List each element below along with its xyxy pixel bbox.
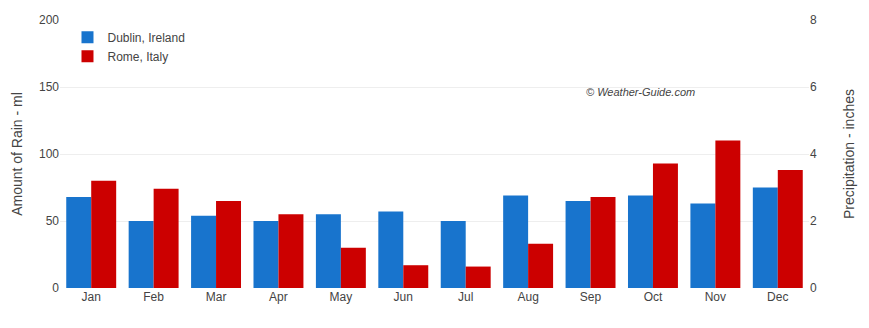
svg-text:6: 6 <box>810 80 817 94</box>
svg-text:Sep: Sep <box>580 290 602 304</box>
svg-text:0: 0 <box>52 281 59 295</box>
svg-text:4: 4 <box>810 147 817 161</box>
svg-text:150: 150 <box>39 80 59 94</box>
svg-text:Mar: Mar <box>206 290 227 304</box>
svg-text:Oct: Oct <box>644 290 663 304</box>
svg-text:Jul: Jul <box>458 290 473 304</box>
svg-text:© Weather-Guide.com: © Weather-Guide.com <box>586 86 695 98</box>
svg-text:Nov: Nov <box>705 290 726 304</box>
svg-text:0: 0 <box>810 281 817 295</box>
svg-text:Amount of Rain - ml: Amount of Rain - ml <box>9 92 25 216</box>
svg-text:Rome, Italy: Rome, Italy <box>107 50 168 64</box>
svg-text:2: 2 <box>810 214 817 228</box>
svg-text:Apr: Apr <box>269 290 288 304</box>
svg-text:May: May <box>330 290 353 304</box>
svg-text:100: 100 <box>39 147 59 161</box>
svg-text:50: 50 <box>46 214 60 228</box>
svg-text:Jan: Jan <box>82 290 101 304</box>
svg-text:Jun: Jun <box>394 290 413 304</box>
svg-text:200: 200 <box>39 13 59 27</box>
svg-text:Aug: Aug <box>517 290 538 304</box>
svg-text:Feb: Feb <box>143 290 164 304</box>
svg-text:Precipitation - inches: Precipitation - inches <box>841 89 857 219</box>
svg-text:8: 8 <box>810 13 817 27</box>
svg-text:Dec: Dec <box>767 290 788 304</box>
svg-text:Dublin, Ireland: Dublin, Ireland <box>107 31 184 45</box>
